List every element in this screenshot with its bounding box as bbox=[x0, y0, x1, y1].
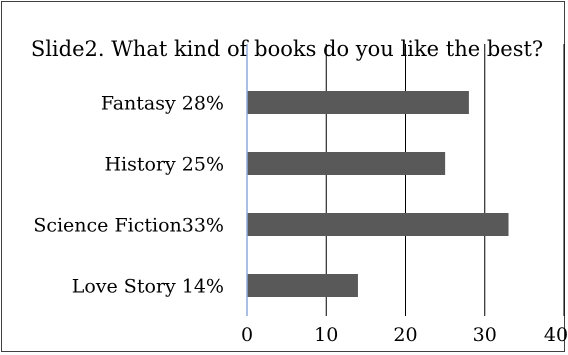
bar-2 bbox=[247, 152, 446, 175]
x-tick-label: 20 bbox=[393, 324, 417, 346]
bar-3 bbox=[247, 213, 509, 236]
category-label: Science Fiction33% bbox=[33, 215, 224, 237]
bar-1 bbox=[247, 91, 469, 114]
x-tick-label: 0 bbox=[241, 324, 253, 346]
x-tick-label: 30 bbox=[473, 324, 497, 346]
x-tick-labels: 0 10 20 30 40 bbox=[241, 324, 568, 346]
bar-4 bbox=[247, 274, 358, 297]
x-tick-label: 10 bbox=[314, 324, 338, 346]
category-label: Fantasy 28% bbox=[101, 93, 224, 115]
category-labels: Fantasy 28% History 25% Science Fiction33%… bbox=[33, 93, 224, 298]
x-tick-label: 40 bbox=[544, 324, 568, 346]
bars bbox=[247, 91, 509, 297]
category-label: History 25% bbox=[104, 154, 224, 176]
category-label: Love Story 14% bbox=[72, 276, 224, 298]
chart-title: Slide2. What kind of books do you like t… bbox=[31, 37, 543, 61]
gridlines bbox=[325, 44, 565, 316]
